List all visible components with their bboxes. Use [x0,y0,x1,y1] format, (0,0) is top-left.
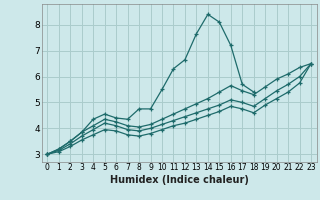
X-axis label: Humidex (Indice chaleur): Humidex (Indice chaleur) [110,175,249,185]
